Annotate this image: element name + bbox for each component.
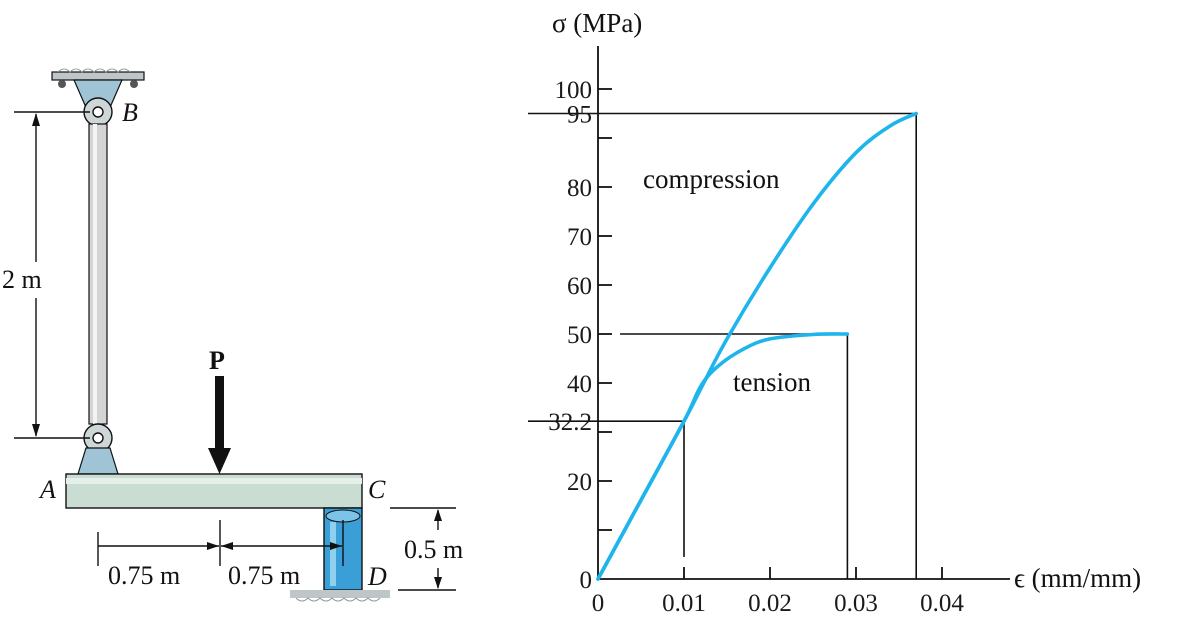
y-axis-title: σ (MPa) [552, 8, 642, 38]
beam-ac [65, 473, 363, 509]
dimension-post-height [390, 507, 456, 591]
structure-diagram: B A C D P 2 m 0.75 m 0.75 m 0.5 m [2, 68, 463, 602]
y-tick-label: 0 [580, 567, 593, 594]
y-tick-label: 40 [567, 371, 592, 398]
rod-length-label: 2 m [2, 265, 42, 294]
dimension-rod-length [14, 111, 90, 439]
label-d: D [367, 562, 387, 591]
lower-pin [77, 423, 119, 475]
y-tick-label: 70 [567, 224, 592, 251]
post-height-label: 0.5 m [404, 535, 463, 564]
ground-support [290, 590, 390, 598]
ceiling-support [51, 68, 145, 127]
y-tick-label: 80 [567, 175, 592, 202]
label-p: P [209, 346, 225, 375]
label-b: B [122, 98, 138, 127]
dimension-spans [97, 520, 344, 566]
x-tick-label: 0.02 [748, 590, 792, 617]
label-a: A [38, 475, 56, 504]
rod-ab [88, 123, 108, 425]
load-p-arrow [208, 376, 231, 474]
y-tick-label: 60 [567, 273, 592, 300]
x-axis-title: ϵ (mm/mm) [1014, 563, 1141, 593]
x-tick-label: 0.01 [662, 590, 706, 617]
y-tick-label: 50 [567, 322, 592, 349]
span-right-label: 0.75 m [228, 561, 300, 590]
span-left-label: 0.75 m [108, 561, 180, 590]
tick-marks [598, 88, 943, 579]
y-tick-label: 32.2 [548, 409, 592, 436]
y-tick-label: 20 [567, 469, 592, 496]
x-tick-label: 0.04 [920, 590, 964, 617]
x-tick-labels: 0 0.01 0.02 0.03 0.04 [592, 590, 965, 617]
chart-axes [597, 46, 1010, 580]
x-tick-label: 0.03 [834, 590, 878, 617]
y-tick-label: 95 [567, 102, 592, 129]
data-curves [596, 111, 918, 581]
y-tick-label: 100 [555, 77, 593, 104]
curve-tension [596, 332, 850, 581]
guide-line [528, 420, 685, 557]
x-tick-label: 0 [592, 590, 605, 617]
label-c: C [368, 475, 386, 504]
series-label-compression: compression [643, 164, 780, 194]
lower-bracket [77, 447, 119, 475]
series-label-tension: tension [733, 367, 811, 397]
